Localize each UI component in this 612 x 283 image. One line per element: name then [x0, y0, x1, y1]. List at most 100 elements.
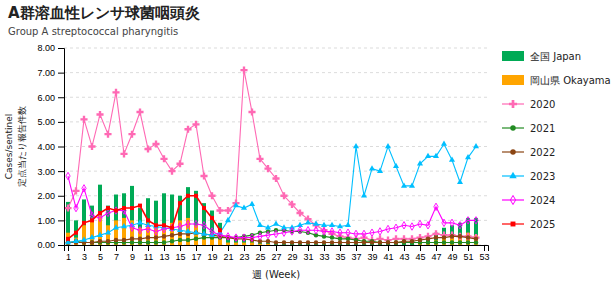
marker [177, 227, 183, 232]
marker [314, 240, 319, 245]
marker [458, 240, 463, 245]
tick: 17 [191, 245, 201, 262]
marker [354, 230, 358, 237]
marker [178, 201, 182, 205]
marker [89, 234, 95, 239]
marker [105, 229, 111, 234]
tick-label: 43 [399, 252, 409, 262]
marker [458, 234, 463, 239]
marker [377, 168, 383, 173]
marker [306, 240, 311, 245]
marker [113, 224, 119, 229]
tick-label: 15 [175, 252, 185, 262]
tick-mark [340, 245, 341, 251]
legend-item: 全国 Japan [502, 51, 581, 62]
tick-label: 5 [98, 252, 103, 262]
tick-mark [58, 48, 64, 49]
marker [329, 222, 335, 227]
tick-label: 51 [463, 252, 473, 262]
marker [450, 234, 455, 239]
grid-line [64, 195, 488, 196]
marker [322, 240, 327, 245]
marker [170, 233, 175, 238]
marker [474, 237, 479, 242]
marker [314, 227, 318, 234]
marker [370, 229, 374, 236]
tick-mark [388, 245, 389, 251]
tick-mark [58, 122, 64, 123]
marker [288, 201, 295, 208]
tick: 45 [415, 245, 425, 262]
tick-label: 21 [223, 252, 233, 262]
bar [450, 225, 454, 245]
tick-label: 53 [479, 252, 489, 262]
marker [66, 237, 70, 241]
marker [410, 239, 415, 244]
tick: 15 [175, 245, 185, 262]
marker [74, 204, 78, 211]
tick-label: 4.00 [37, 142, 55, 152]
grid-line [64, 72, 488, 73]
marker [170, 239, 175, 244]
tick-mark [58, 147, 64, 148]
marker [434, 240, 439, 245]
chart: 1357911131517192123252729313335373941434… [0, 0, 612, 283]
marker [362, 230, 366, 237]
tick: 53 [479, 245, 489, 262]
marker [450, 240, 455, 245]
tick: 7.00 [37, 68, 64, 78]
tick-label: 6.00 [37, 93, 55, 103]
tick-mark [148, 245, 149, 251]
line-series [66, 228, 479, 245]
marker [146, 218, 150, 222]
marker [346, 229, 350, 236]
marker [337, 223, 343, 228]
marker [154, 228, 158, 235]
tick: 29 [287, 245, 297, 262]
marker [418, 238, 423, 243]
tick-mark [228, 245, 229, 251]
marker [250, 234, 254, 241]
marker [162, 240, 167, 245]
tick-label: 45 [415, 252, 425, 262]
bar [258, 244, 262, 245]
tick-label: 47 [431, 252, 441, 262]
marker [218, 228, 222, 232]
tick: 25 [255, 245, 265, 262]
bar [130, 186, 134, 245]
tick-mark [84, 245, 85, 251]
bar [442, 228, 446, 245]
marker [401, 182, 407, 187]
marker [136, 108, 143, 115]
line [68, 144, 476, 243]
marker [370, 240, 375, 245]
marker [202, 222, 206, 229]
bar [106, 206, 110, 245]
tick-label: 41 [383, 252, 393, 262]
legend-item: 2023 [502, 171, 555, 182]
marker [473, 143, 479, 148]
tick-label: 7 [114, 252, 119, 262]
tick-mark [276, 245, 277, 251]
marker [402, 239, 407, 244]
marker [66, 172, 70, 179]
marker [81, 237, 87, 242]
grid [64, 48, 488, 245]
tick: 3.00 [37, 167, 64, 177]
bar [250, 243, 254, 245]
marker [434, 203, 438, 210]
tick-mark [58, 196, 64, 197]
marker [256, 155, 263, 162]
tick-mark [58, 97, 64, 98]
marker [344, 234, 351, 241]
marker [225, 217, 231, 222]
marker [345, 222, 351, 227]
tick: 7 [114, 245, 119, 262]
marker [194, 194, 198, 198]
marker [210, 228, 214, 235]
marker [290, 240, 295, 245]
marker [138, 237, 143, 242]
marker [130, 237, 135, 242]
marker [241, 205, 247, 210]
tick-mark [308, 245, 309, 251]
